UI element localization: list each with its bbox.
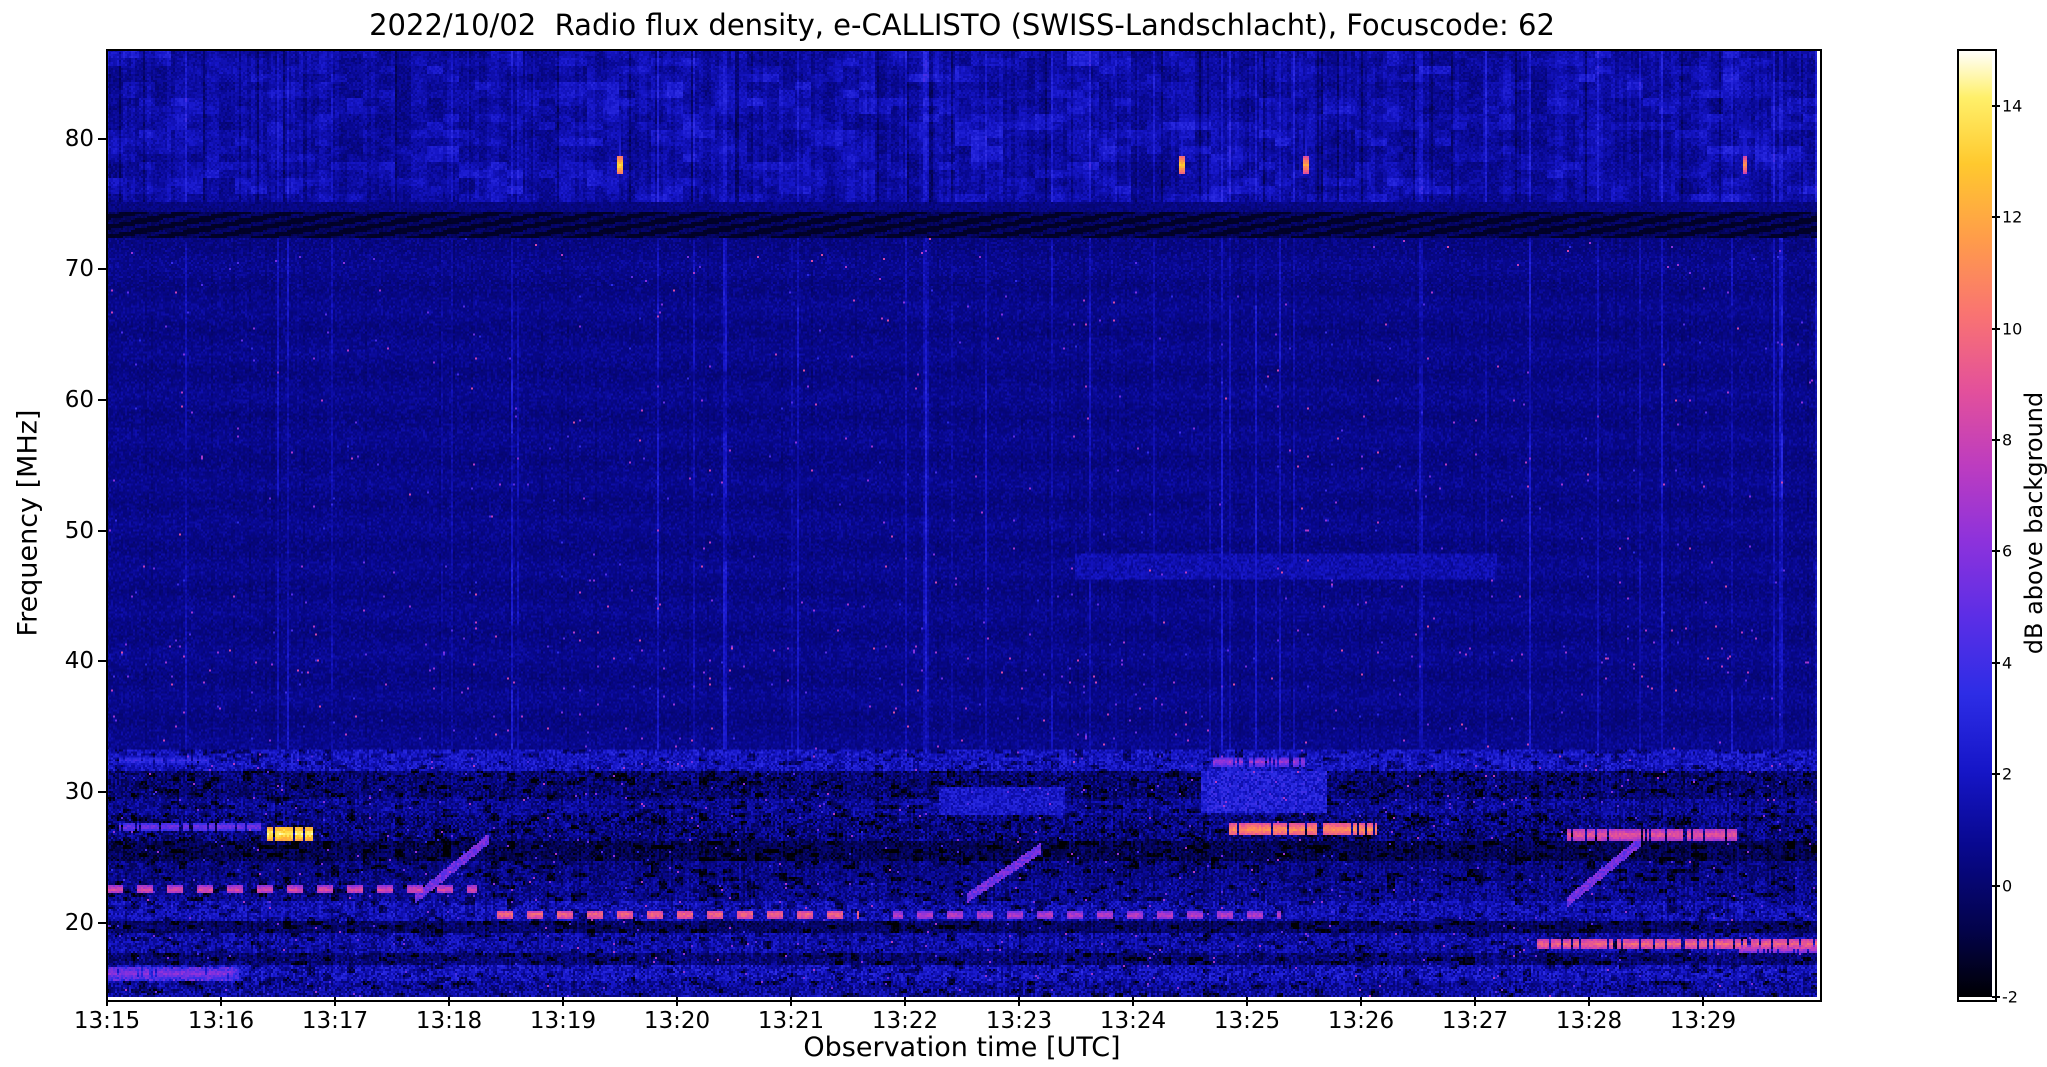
spectrogram-heatmap [107, 50, 1817, 997]
x-tick-mark [334, 997, 336, 1006]
y-tick-label: 20 [64, 909, 94, 936]
colorbar-tick-label: 12 [2002, 207, 2023, 227]
x-tick-label: 13:20 [643, 1008, 711, 1034]
x-tick-mark [1702, 997, 1704, 1006]
x-tick-mark [1246, 997, 1248, 1006]
y-tick-mark [98, 268, 107, 271]
x-tick-label: 13:22 [871, 1008, 939, 1034]
x-tick-label: 13:19 [529, 1008, 597, 1034]
x-tick-label: 13:21 [757, 1008, 825, 1034]
colorbar-tick-label: -2 [2002, 987, 2018, 1007]
x-tick-label: 13:28 [1555, 1008, 1623, 1034]
y-tick-mark [98, 790, 107, 793]
colorbar-gradient [1958, 50, 1992, 997]
x-tick-label: 13:23 [985, 1008, 1053, 1034]
y-tick-mark [98, 137, 107, 140]
y-tick-label: 80 [64, 125, 94, 152]
x-tick-label: 13:25 [1213, 1008, 1281, 1034]
x-tick-mark [790, 997, 792, 1006]
x-tick-label: 13:16 [187, 1008, 255, 1034]
colorbar-tick-mark [1992, 104, 2000, 107]
colorbar-tick-label: 10 [2002, 319, 2023, 339]
x-tick-label: 13:18 [415, 1008, 483, 1034]
x-tick-label: 13:24 [1099, 1008, 1167, 1034]
x-tick-label: 13:29 [1669, 1008, 1737, 1034]
y-tick-label: 50 [64, 517, 94, 544]
y-tick-label: 70 [64, 256, 94, 283]
x-tick-mark [1588, 997, 1590, 1006]
x-tick-mark [448, 997, 450, 1006]
y-tick-mark [98, 529, 107, 532]
x-tick-mark [1474, 997, 1476, 1006]
y-tick-label: 40 [64, 648, 94, 675]
colorbar-tick-label: 14 [2002, 96, 2023, 116]
colorbar-tick-label: 4 [2002, 653, 2013, 673]
x-tick-label: 13:27 [1441, 1008, 1509, 1034]
x-axis-label: Observation time [UTC] [803, 1032, 1121, 1063]
colorbar-tick-mark [1992, 661, 2000, 664]
x-tick-mark [220, 997, 222, 1006]
y-tick-mark [98, 660, 107, 663]
colorbar-tick-mark [1992, 327, 2000, 330]
colorbar-tick-mark [1992, 438, 2000, 441]
x-tick-label: 13:26 [1327, 1008, 1395, 1034]
colorbar-tick-mark [1992, 773, 2000, 776]
colorbar-tick-mark [1992, 550, 2000, 553]
colorbar-tick-label: 6 [2002, 541, 2013, 561]
x-tick-mark [676, 997, 678, 1006]
y-tick-label: 30 [64, 778, 94, 805]
colorbar-tick-mark [1992, 216, 2000, 219]
colorbar-tick-label: 2 [2002, 764, 2013, 784]
chart-title: 2022/10/02 Radio flux density, e-CALLIST… [369, 8, 1555, 42]
y-tick-label: 60 [64, 387, 94, 414]
y-tick-mark [98, 399, 107, 402]
colorbar-label: dB above background [2020, 391, 2047, 655]
x-tick-mark [904, 997, 906, 1006]
colorbar-tick-mark [1992, 996, 2000, 998]
x-tick-mark [1018, 997, 1020, 1006]
x-tick-mark [1132, 997, 1134, 1006]
colorbar-tick-label: 8 [2002, 430, 2013, 450]
y-tick-mark [98, 921, 107, 924]
x-tick-mark [562, 997, 564, 1006]
colorbar-tick-mark [1992, 884, 2000, 887]
colorbar-tick-label: 0 [2002, 876, 2013, 896]
x-tick-mark [1360, 997, 1362, 1006]
x-tick-label: 13:17 [301, 1008, 369, 1034]
x-tick-label: 13:15 [73, 1008, 141, 1034]
x-tick-mark [106, 997, 108, 1006]
